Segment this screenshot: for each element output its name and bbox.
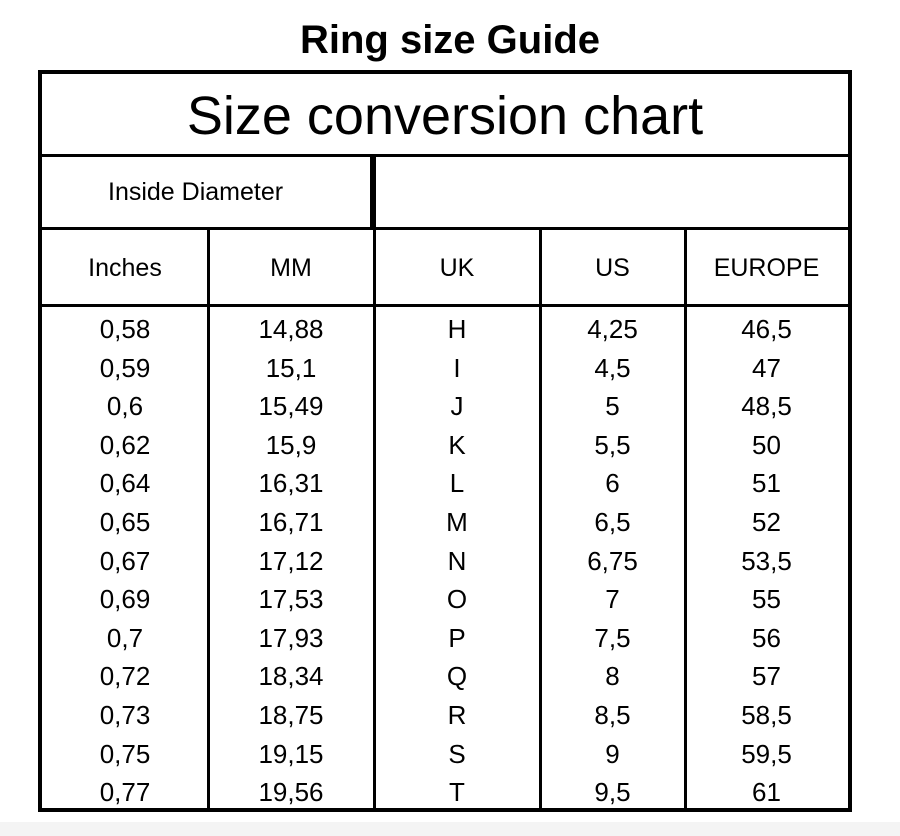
cell-europe: 53,5: [741, 545, 792, 576]
cell-uk: S: [448, 738, 466, 769]
table-row: 0,67 17,12 N 6,75 53,5: [42, 542, 848, 581]
cell-uk: J: [450, 391, 464, 422]
table-title: Size conversion chart: [42, 74, 848, 157]
table-row: 0,75 19,15 S 9 59,5: [42, 735, 848, 774]
cell-us: 9: [605, 738, 620, 769]
column-divider: [539, 230, 542, 812]
cell-uk: T: [449, 777, 465, 808]
header-mm: MM: [270, 254, 312, 282]
cell-us: 8: [605, 661, 620, 692]
cell-europe: 55: [752, 584, 781, 615]
cell-inches: 0,58: [99, 314, 151, 344]
cell-mm: 16,31: [258, 468, 324, 499]
table-body: 0,58 14,88 H 4,25 46,5 0,59 15,1 I 4,5 47 0,6 15,49…: [42, 307, 848, 812]
cell-uk: Q: [446, 661, 468, 692]
cell-mm: 17,53: [258, 584, 324, 615]
cell-us: 7: [605, 584, 620, 615]
cell-inches: 0,65: [99, 507, 151, 537]
cell-europe: 47: [752, 352, 781, 383]
cell-us: 4,25: [587, 314, 638, 344]
cell-europe: 57: [752, 661, 781, 692]
table-row: 0,77 19,56 T 9,5 61: [42, 773, 848, 812]
cell-mm: 16,71: [258, 507, 324, 537]
cell-mm: 19,15: [258, 738, 324, 769]
cell-inches: 0,75: [99, 738, 151, 769]
table-row: 0,69 17,53 O 7 55: [42, 580, 848, 619]
cell-inches: 0,59: [99, 352, 151, 383]
cell-us: 5,5: [594, 429, 631, 460]
header-europe: EUROPE: [713, 254, 820, 282]
cell-uk: L: [449, 468, 465, 499]
cell-uk: H: [447, 314, 467, 344]
cell-us: 4,5: [594, 352, 631, 383]
cell-inches: 0,64: [99, 468, 151, 499]
table-row: 0,7 17,93 P 7,5 56: [42, 619, 848, 658]
column-divider: [373, 154, 376, 812]
cell-europe: 59,5: [741, 738, 792, 769]
table-row: 0,62 15,9 K 5,5 50: [42, 426, 848, 465]
cell-uk: P: [448, 622, 466, 653]
inside-diameter-label: Inside Diameter: [42, 154, 373, 227]
cell-mm: 19,56: [258, 777, 324, 808]
cell-europe: 48,5: [741, 391, 792, 422]
cell-inches: 0,73: [99, 700, 151, 730]
table-row: 0,59 15,1 I 4,5 47: [42, 349, 848, 388]
table-row: 0,73 18,75 R 8,5 58,5: [42, 696, 848, 735]
cell-us: 6,5: [594, 507, 631, 537]
cell-mm: 14,88: [258, 314, 324, 344]
cell-uk: K: [448, 429, 466, 460]
cell-mm: 15,9: [265, 429, 317, 460]
inside-diameter-row: Inside Diameter: [42, 154, 848, 230]
cell-inches: 0,67: [99, 545, 151, 576]
header-us: US: [595, 254, 630, 282]
cell-uk: N: [447, 545, 467, 576]
cell-inches: 0,69: [99, 584, 151, 615]
column-divider: [207, 230, 210, 812]
cell-mm: 17,12: [258, 545, 324, 576]
table-row: 0,6 15,49 J 5 48,5: [42, 387, 848, 426]
cell-europe: 56: [752, 622, 781, 653]
table-row: 0,64 16,31 L 6 51: [42, 464, 848, 503]
cell-inches: 0,72: [99, 661, 151, 692]
cell-mm: 15,49: [258, 391, 324, 422]
cell-europe: 52: [752, 507, 781, 537]
table-row: 0,72 18,34 Q 8 57: [42, 657, 848, 696]
cell-mm: 15,1: [265, 352, 317, 383]
cell-us: 6,75: [587, 545, 638, 576]
cell-mm: 17,93: [258, 622, 324, 653]
cell-europe: 61: [752, 777, 781, 808]
cell-us: 7,5: [594, 622, 631, 653]
cell-inches: 0,7: [106, 622, 144, 653]
cell-europe: 50: [752, 429, 781, 460]
cell-inches: 0,62: [99, 429, 151, 460]
cell-uk: I: [453, 352, 461, 383]
column-divider: [684, 230, 687, 812]
cell-mm: 18,34: [258, 661, 324, 692]
cell-europe: 51: [752, 468, 781, 499]
cell-inches: 0,77: [99, 777, 151, 808]
cell-us: 6: [605, 468, 620, 499]
header-uk: UK: [439, 254, 475, 282]
cell-uk: M: [446, 507, 468, 537]
page-footer-strip: [0, 822, 900, 836]
cell-us: 8,5: [594, 700, 631, 730]
column-header-row: Inches MM UK US EUROPE: [42, 230, 848, 307]
cell-mm: 18,75: [258, 700, 324, 730]
cell-us: 5: [605, 391, 620, 422]
cell-uk: R: [447, 700, 467, 730]
header-inches: Inches: [88, 254, 162, 282]
size-conversion-table: Size conversion chart Inside Diameter In…: [38, 70, 852, 812]
cell-inches: 0,6: [106, 391, 144, 422]
cell-europe: 58,5: [741, 700, 792, 730]
cell-uk: O: [446, 584, 468, 615]
page-title: Ring size Guide: [299, 18, 601, 62]
table-row: 0,58 14,88 H 4,25 46,5: [42, 310, 848, 349]
table-row: 0,65 16,71 M 6,5 52: [42, 503, 848, 542]
cell-europe: 46,5: [741, 314, 792, 344]
cell-us: 9,5: [594, 777, 631, 808]
